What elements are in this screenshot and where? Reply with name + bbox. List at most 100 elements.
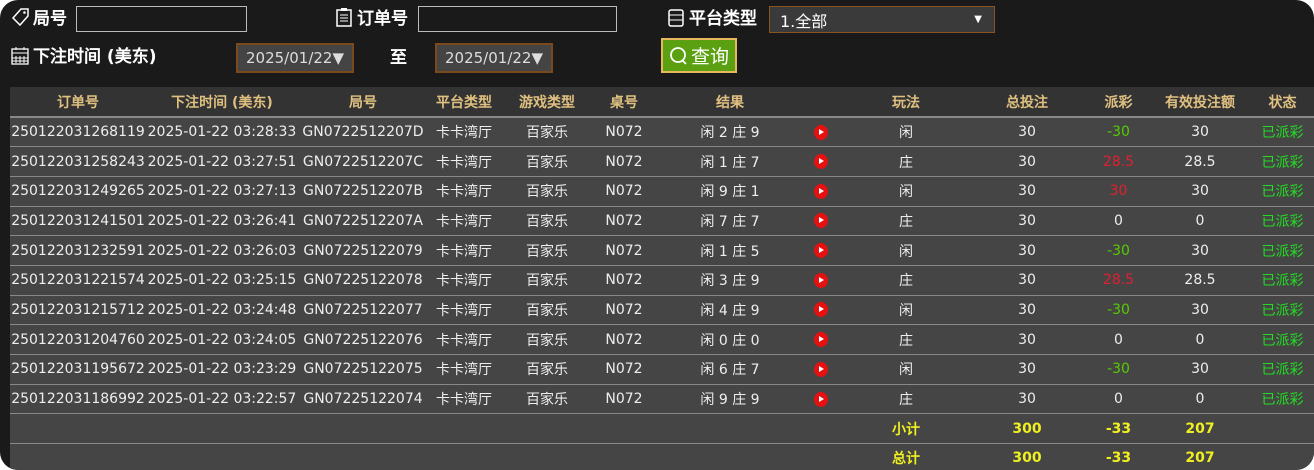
cell-platform: 卡卡湾厅 bbox=[428, 176, 500, 207]
cell-payout: 0 bbox=[1078, 384, 1159, 415]
cell-valid-bet: 30 bbox=[1159, 295, 1241, 326]
cell-payout: 30 bbox=[1078, 176, 1159, 207]
cell-replay[interactable] bbox=[806, 384, 836, 415]
cell-total-bet: 30 bbox=[976, 324, 1078, 355]
cell-bet-time: 2025-01-22 03:23:29 bbox=[146, 354, 298, 385]
cell-bet-time: 2025-01-22 03:24:48 bbox=[146, 295, 298, 326]
cell-table-no: N072 bbox=[594, 295, 654, 326]
cell-replay[interactable] bbox=[806, 235, 836, 266]
cell-total-bet: 30 bbox=[976, 354, 1078, 385]
total-empty bbox=[594, 443, 654, 470]
cell-valid-bet: 0 bbox=[1159, 324, 1241, 355]
date-to-picker[interactable]: 2025/01/22▼ bbox=[435, 43, 553, 73]
clipboard-icon bbox=[336, 7, 352, 27]
total-empty bbox=[428, 443, 500, 470]
table-row: 250122031186992 2025-01-22 03:22:57 GN0722… bbox=[10, 384, 1314, 415]
cell-valid-bet: 28.5 bbox=[1159, 265, 1241, 296]
cell-result: 闲 3 庄 9 bbox=[654, 265, 806, 296]
server-icon bbox=[668, 8, 684, 27]
cell-platform: 卡卡湾厅 bbox=[428, 235, 500, 266]
cell-result: 闲 7 庄 7 bbox=[654, 206, 806, 237]
cell-bet-time: 2025-01-22 03:25:15 bbox=[146, 265, 298, 296]
total-empty bbox=[654, 443, 806, 470]
cell-replay[interactable] bbox=[806, 324, 836, 355]
cell-replay[interactable] bbox=[806, 146, 836, 177]
subtotal-empty bbox=[428, 413, 500, 445]
cell-round-no: GN07225122076 bbox=[298, 324, 428, 355]
order-label: 订单号 bbox=[334, 4, 408, 29]
cell-table-no: N072 bbox=[594, 235, 654, 266]
header-bet-time: 下注时间 (美东) bbox=[146, 87, 298, 118]
play-video-icon[interactable] bbox=[814, 124, 828, 140]
cell-game-type: 百家乐 bbox=[500, 206, 594, 237]
cell-game-type: 百家乐 bbox=[500, 235, 594, 266]
play-video-icon[interactable] bbox=[814, 154, 828, 170]
play-video-icon[interactable] bbox=[814, 332, 828, 348]
cell-replay[interactable] bbox=[806, 176, 836, 207]
cell-replay[interactable] bbox=[806, 117, 836, 148]
play-video-icon[interactable] bbox=[814, 391, 828, 407]
cell-bet-type: 闲 bbox=[836, 235, 976, 266]
total-valid_bet: 207 bbox=[1159, 443, 1241, 470]
platform-label: 平台类型 bbox=[666, 4, 757, 29]
cell-result: 闲 1 庄 7 bbox=[654, 146, 806, 177]
total-label: 总计 bbox=[836, 443, 976, 470]
total-empty bbox=[1241, 443, 1314, 470]
header-game-type: 游戏类型 bbox=[500, 87, 594, 118]
cell-status: 已派彩 bbox=[1241, 384, 1314, 415]
cell-replay[interactable] bbox=[806, 295, 836, 326]
table-row: 250122031215712 2025-01-22 03:24:48 GN0722… bbox=[10, 295, 1314, 326]
play-video-icon[interactable] bbox=[814, 302, 828, 318]
cell-bet-time: 2025-01-22 03:24:05 bbox=[146, 324, 298, 355]
play-video-icon[interactable] bbox=[814, 243, 828, 259]
total-empty bbox=[500, 443, 594, 470]
cell-result: 闲 9 庄 9 bbox=[654, 384, 806, 415]
cell-replay[interactable] bbox=[806, 354, 836, 385]
total-row: 总计 300 -33 207 bbox=[10, 443, 1314, 470]
cell-table-no: N072 bbox=[594, 176, 654, 207]
cell-round-no: GN0722512207C bbox=[298, 146, 428, 177]
cell-status: 已派彩 bbox=[1241, 176, 1314, 207]
date-from-picker[interactable]: 2025/01/22▼ bbox=[236, 43, 354, 73]
header-round-no: 局号 bbox=[298, 87, 428, 118]
cell-bet-type: 庄 bbox=[836, 146, 976, 177]
total-empty bbox=[806, 443, 836, 470]
cell-platform: 卡卡湾厅 bbox=[428, 146, 500, 177]
cell-bet-time: 2025-01-22 03:26:03 bbox=[146, 235, 298, 266]
cell-round-no: GN0722512207B bbox=[298, 176, 428, 207]
play-video-icon[interactable] bbox=[814, 213, 828, 229]
cell-round-no: GN0722512207A bbox=[298, 206, 428, 237]
cell-result: 闲 9 庄 1 bbox=[654, 176, 806, 207]
cell-platform: 卡卡湾厅 bbox=[428, 206, 500, 237]
play-video-icon[interactable] bbox=[814, 272, 828, 288]
table-row: 250122031221574 2025-01-22 03:25:15 GN0722… bbox=[10, 265, 1314, 296]
cell-total-bet: 30 bbox=[976, 295, 1078, 326]
subtotal-empty bbox=[806, 413, 836, 445]
cell-replay[interactable] bbox=[806, 265, 836, 296]
order-input[interactable] bbox=[418, 6, 617, 32]
cell-status: 已派彩 bbox=[1241, 235, 1314, 266]
cell-table-no: N072 bbox=[594, 354, 654, 385]
subtotal-total_bet: 300 bbox=[976, 413, 1078, 445]
cell-bet-time: 2025-01-22 03:27:13 bbox=[146, 176, 298, 207]
play-video-icon[interactable] bbox=[814, 361, 828, 377]
cell-total-bet: 30 bbox=[976, 176, 1078, 207]
cell-replay[interactable] bbox=[806, 206, 836, 237]
platform-select[interactable]: 1.全部 ▼ bbox=[769, 6, 995, 33]
subtotal-row: 小计 300 -33 207 bbox=[10, 413, 1314, 445]
cell-result: 闲 1 庄 5 bbox=[654, 235, 806, 266]
header-total-bet: 总投注 bbox=[976, 87, 1078, 118]
play-video-icon[interactable] bbox=[814, 183, 828, 199]
to-label: 至 bbox=[390, 48, 407, 68]
cell-result: 闲 4 庄 9 bbox=[654, 295, 806, 326]
cell-game-type: 百家乐 bbox=[500, 146, 594, 177]
table-row: 250122031249265 2025-01-22 03:27:13 GN0722… bbox=[10, 176, 1314, 207]
total-empty bbox=[10, 443, 146, 470]
query-button[interactable]: 查询 bbox=[661, 38, 737, 73]
calendar-icon bbox=[11, 46, 29, 65]
round-input[interactable] bbox=[76, 6, 247, 32]
header-replay bbox=[806, 87, 836, 118]
cell-valid-bet: 28.5 bbox=[1159, 146, 1241, 177]
cell-order-no: 250122031232591 bbox=[10, 235, 146, 266]
